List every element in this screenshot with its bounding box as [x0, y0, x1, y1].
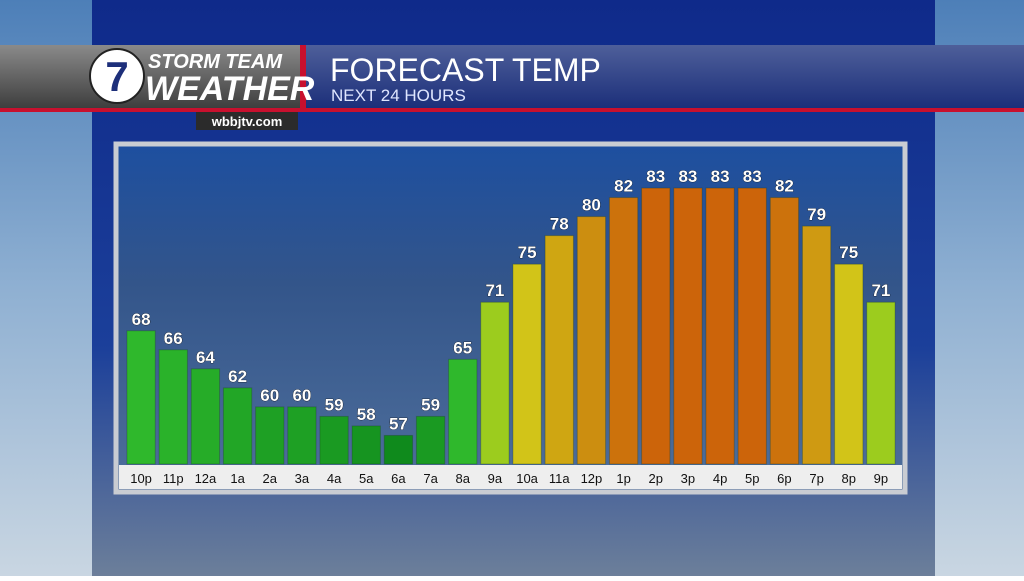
website: wbbjtv.com: [211, 114, 283, 129]
bar: [287, 406, 317, 465]
x-tick-label: 7a: [423, 471, 438, 486]
x-tick-label: 8p: [842, 471, 856, 486]
value-label: 83: [646, 167, 665, 186]
bar: [673, 187, 703, 465]
value-label: 60: [292, 386, 311, 405]
x-tick-label: 2a: [263, 471, 278, 486]
x-tick-label: 6a: [391, 471, 406, 486]
value-label: 82: [614, 177, 633, 196]
value-label: 75: [839, 243, 858, 262]
bar: [319, 415, 349, 465]
logo-line2: WEATHER: [145, 70, 315, 108]
value-label: 83: [743, 167, 762, 186]
x-tick-label: 3p: [681, 471, 695, 486]
x-tick-label: 4p: [713, 471, 727, 486]
header-stripe: [0, 108, 1024, 112]
chart-subtitle: NEXT 24 HOURS: [331, 86, 466, 105]
website-box: [196, 112, 298, 130]
bar: [576, 216, 607, 465]
value-label: 59: [421, 395, 440, 414]
value-label: 83: [678, 167, 697, 186]
x-tick-label: 11a: [549, 471, 570, 486]
value-label: 64: [196, 348, 215, 367]
value-label: 68: [132, 310, 151, 329]
bar: [190, 368, 221, 465]
bar: [158, 349, 188, 465]
bar: [383, 434, 414, 465]
value-label: 59: [325, 395, 344, 414]
value-label: 65: [453, 338, 472, 357]
bar: [801, 225, 832, 465]
bar: [448, 358, 478, 465]
category-strip: [119, 465, 902, 489]
bar: [737, 187, 767, 465]
bar: [641, 187, 671, 465]
logo-number: 7: [105, 53, 128, 100]
x-tick-label: 12p: [581, 471, 603, 486]
x-tick-label: 6p: [777, 471, 791, 486]
x-tick-label: 8a: [456, 471, 471, 486]
bar: [512, 263, 542, 465]
logo-divider: [300, 45, 306, 112]
value-label: 62: [228, 367, 247, 386]
bar: [126, 330, 156, 465]
value-label: 57: [389, 414, 408, 433]
x-tick-label: 10p: [130, 471, 152, 486]
x-tick-label: 10a: [516, 471, 538, 486]
bar: [544, 235, 574, 465]
bar: [255, 406, 285, 465]
value-label: 83: [711, 167, 730, 186]
value-label: 71: [485, 281, 504, 300]
bar: [834, 263, 864, 465]
logo-circle: [89, 48, 145, 104]
x-tick-label: 12a: [195, 471, 217, 486]
bar: [769, 197, 800, 465]
value-label: 80: [582, 196, 601, 215]
logo-line1: STORM TEAM: [148, 51, 283, 73]
x-tick-label: 5p: [745, 471, 759, 486]
x-tick-label: 9a: [488, 471, 503, 486]
chart-title: FORECAST TEMP: [330, 52, 601, 88]
bar: [866, 301, 896, 465]
value-label: 60: [260, 386, 279, 405]
x-tick-label: 1a: [230, 471, 245, 486]
value-label: 58: [357, 405, 376, 424]
bar: [415, 415, 446, 465]
x-tick-label: 7p: [809, 471, 823, 486]
x-tick-label: 5a: [359, 471, 374, 486]
bar: [480, 301, 510, 465]
value-label: 82: [775, 177, 794, 196]
x-tick-label: 2p: [649, 471, 663, 486]
bar: [222, 387, 253, 465]
value-label: 71: [871, 281, 890, 300]
bar: [608, 197, 639, 465]
logo-box: [0, 45, 300, 108]
x-tick-label: 11p: [163, 471, 184, 486]
x-tick-label: 4a: [327, 471, 342, 486]
value-label: 79: [807, 205, 826, 224]
x-tick-label: 1p: [616, 471, 630, 486]
bar: [705, 187, 735, 465]
value-label: 66: [164, 329, 183, 348]
x-tick-label: 9p: [874, 471, 888, 486]
x-tick-label: 3a: [295, 471, 310, 486]
bar: [351, 425, 381, 465]
value-label: 78: [550, 215, 569, 234]
value-label: 75: [518, 243, 537, 262]
